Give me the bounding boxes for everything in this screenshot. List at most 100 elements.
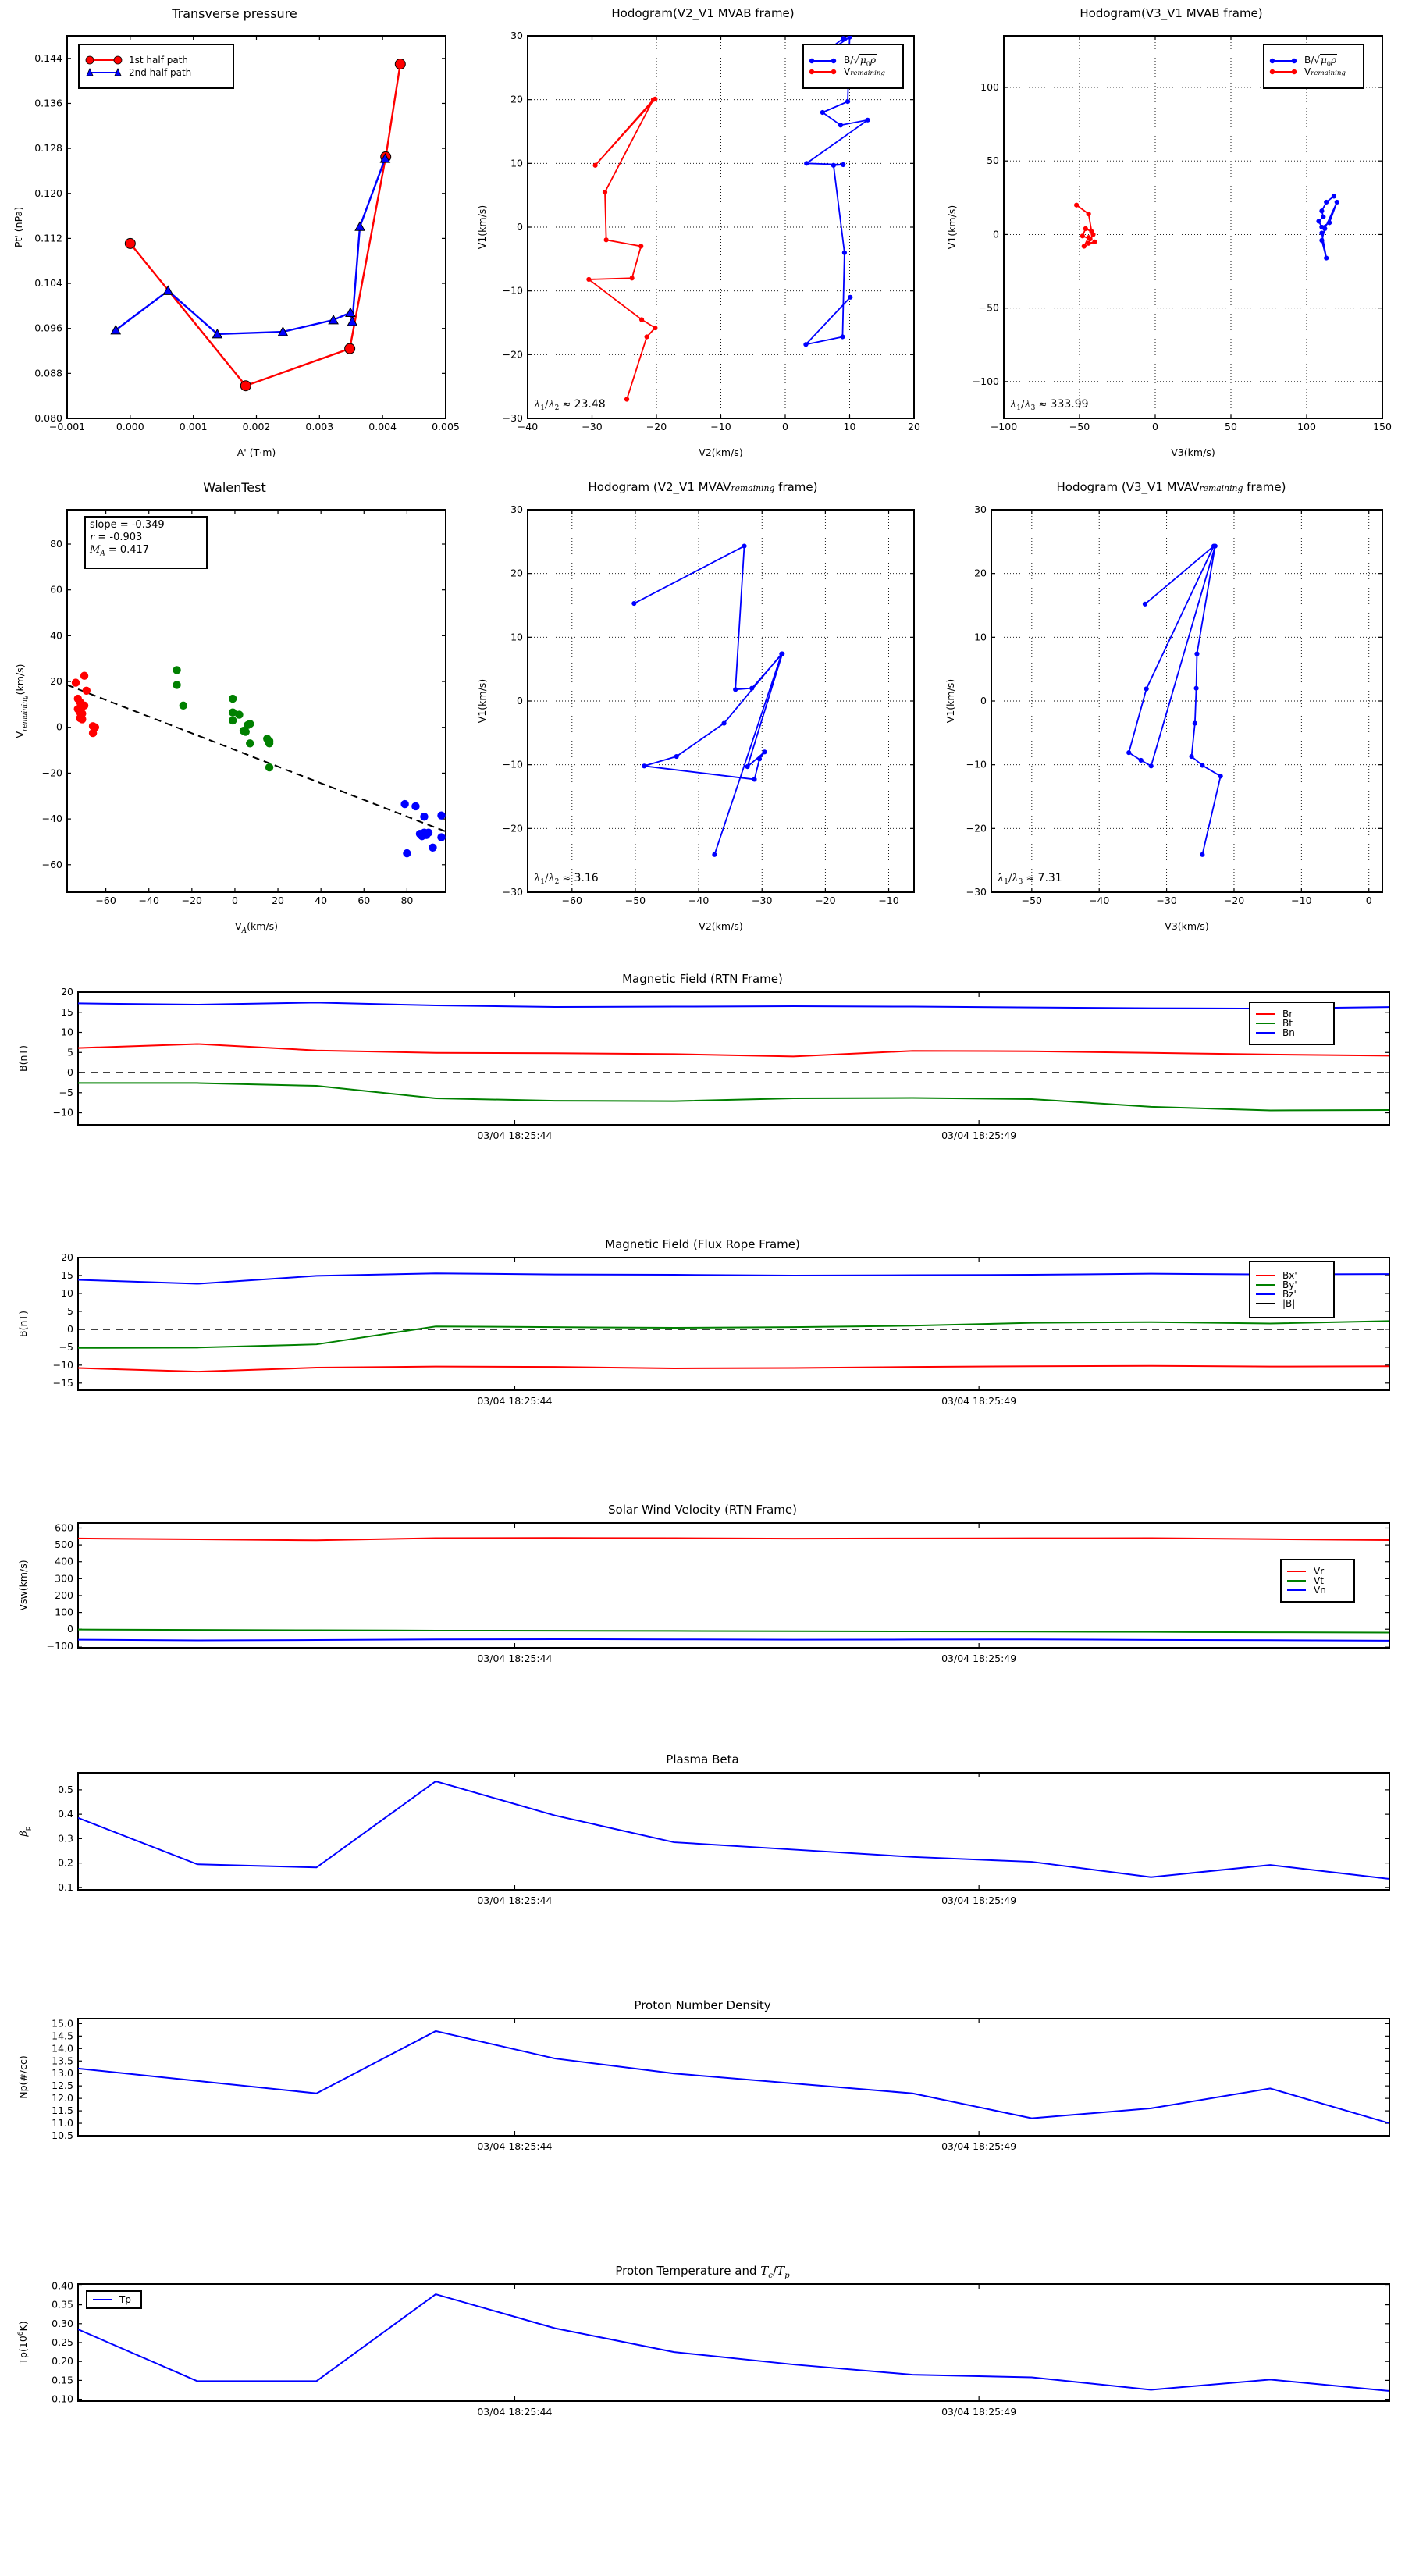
svg-text:0: 0 xyxy=(782,421,788,432)
y-axis-label: V1(km/s) xyxy=(946,205,958,249)
svg-text:500: 500 xyxy=(55,1539,73,1550)
svg-text:0: 0 xyxy=(56,721,62,733)
svg-text:15: 15 xyxy=(61,1006,73,1018)
svg-text:−10: −10 xyxy=(878,895,898,906)
svg-text:10: 10 xyxy=(510,631,523,642)
stat-correlation: r = -0.903 xyxy=(90,531,143,543)
svg-text:0: 0 xyxy=(67,1066,73,1078)
axes-proton-temperature: 0.10 0.15 0.20 0.25 0.30 0.35 0.40 03/04 18:25:… xyxy=(17,2279,1390,2418)
svg-text:60: 60 xyxy=(357,895,370,906)
legend-item-1: 2nd half path xyxy=(84,66,229,79)
svg-text:30: 30 xyxy=(510,30,523,41)
y-axis-label: Vsw(km/s) xyxy=(17,1560,29,1610)
svg-text:0: 0 xyxy=(1152,421,1158,432)
legend-label-Vr: Vr xyxy=(1314,1566,1325,1577)
legend-line-swatch xyxy=(1286,1567,1309,1576)
svg-text:5: 5 xyxy=(67,1305,73,1317)
svg-text:0.002: 0.002 xyxy=(243,421,271,432)
axes-hodogram-v2v1-mvav: −60 −50 −40 −30 −20 −10 −30 −20 −10 0 10 20 30 λ1/λ2 … xyxy=(476,503,915,932)
svg-text:15.0: 15.0 xyxy=(52,2017,73,2029)
svg-text:80: 80 xyxy=(50,538,62,550)
svg-text:−50: −50 xyxy=(1069,421,1090,432)
svg-text:0.40: 0.40 xyxy=(52,2279,73,2291)
legend-label-v-remaining: Vremaining xyxy=(844,66,885,77)
series-bz xyxy=(78,1272,1389,1285)
svg-text:80: 80 xyxy=(400,895,413,906)
series-beta xyxy=(78,1780,1389,1880)
svg-text:−10: −10 xyxy=(53,1107,73,1119)
x-axis-label: VA(km/s) xyxy=(235,920,278,935)
svg-text:14.5: 14.5 xyxy=(52,2030,73,2041)
plot-title-solar-wind-velocity-rtn: Solar Wind Velocity (RTN Frame) xyxy=(608,1503,797,1517)
x-tick-time-1: 03/04 18:25:49 xyxy=(941,1653,1016,1664)
legend-label-Tp: Tp xyxy=(119,2294,131,2305)
svg-text:0.000: 0.000 xyxy=(116,421,144,432)
y-axis-label: V1(km/s) xyxy=(476,205,488,249)
x-tick-time-0: 03/04 18:25:44 xyxy=(477,1395,552,1407)
axes-hodogram-v3v1-mvav: −50 −40 −30 −20 −10 0 −30 −20 −10 0 10 20 30 λ1/λ3 ≈ … xyxy=(944,503,1383,932)
timeseries-proton-temperature: Proton Temperature and Tc/Tp 0.10 0.15 0.20… xyxy=(0,2264,1405,2459)
x-tick-time-1: 03/04 18:25:49 xyxy=(941,2140,1016,2152)
svg-text:0.088: 0.088 xyxy=(34,367,62,379)
svg-text:15: 15 xyxy=(61,1269,73,1281)
svg-text:100: 100 xyxy=(980,81,999,93)
timeseries-proton-number-density: Proton Number Density 10.5 11.0 11.5 12.0 12.… xyxy=(0,1998,1405,2194)
legend-items: Br Bt Bn xyxy=(1250,1003,1333,1044)
series-br xyxy=(78,1043,1389,1058)
legend-items: 1st half path 2nd half path xyxy=(80,45,233,87)
y-axis-label: Tp(106K) xyxy=(17,2321,29,2364)
legend-line-marker xyxy=(1268,55,1300,66)
svg-text:100: 100 xyxy=(55,1606,73,1618)
plot-title-proton-number-density: Proton Number Density xyxy=(634,1998,771,2012)
plot-title-proton-temperature: Proton Temperature and Tc/Tp xyxy=(615,2264,790,2280)
plot-title-hodogram-v2v1-mvab: Hodogram(V2_V1 MVAB frame) xyxy=(611,6,795,20)
legend-item-alfven-velocity: B/√μ0ρ xyxy=(808,53,898,67)
svg-text:0.3: 0.3 xyxy=(58,1832,73,1844)
y-axis-label: Vremaining(km/s) xyxy=(14,664,29,738)
svg-text:0.25: 0.25 xyxy=(52,2336,73,2348)
svg-text:−100: −100 xyxy=(973,375,999,387)
svg-text:0.5: 0.5 xyxy=(58,1784,73,1795)
plot-title-hodogram-v3v1-mvab: Hodogram(V3_V1 MVAB frame) xyxy=(1080,6,1263,20)
svg-text:0.096: 0.096 xyxy=(34,322,62,334)
x-tick-time-0: 03/04 18:25:44 xyxy=(477,1653,552,1664)
svg-text:0: 0 xyxy=(517,695,523,706)
svg-text:0.15: 0.15 xyxy=(52,2374,73,2386)
svg-text:20: 20 xyxy=(510,94,523,105)
y-axis-label: Np(#/cc) xyxy=(17,2055,29,2098)
legend-line-swatch xyxy=(1254,1280,1278,1290)
legend-line-swatch xyxy=(1254,1299,1278,1308)
svg-text:300: 300 xyxy=(55,1572,73,1584)
svg-text:10: 10 xyxy=(974,631,987,642)
legend-line-swatch xyxy=(1254,1028,1278,1037)
legend-item-v-remaining: Vremaining xyxy=(808,66,898,77)
stat-alfven-mach: MA = 0.417 xyxy=(90,543,150,558)
legend-item-Br: Br xyxy=(1254,1009,1329,1019)
svg-text:30: 30 xyxy=(974,503,987,515)
svg-text:−20: −20 xyxy=(815,895,835,906)
x-tick-time-1: 03/04 18:25:49 xyxy=(941,2406,1016,2418)
legend-item-Vn: Vn xyxy=(1286,1585,1350,1595)
svg-text:−30: −30 xyxy=(503,886,523,898)
svg-text:0.001: 0.001 xyxy=(180,421,208,432)
axes-magnetic-field-rtn: −10 −5 0 5 10 15 20 03/04 18:25:44 03/04 18:25:4… xyxy=(17,986,1390,1141)
legend-magnetic-field-flux-rope: Bx' By' Bz' |B| xyxy=(1249,1261,1335,1318)
x-tick-time-1: 03/04 18:25:49 xyxy=(941,1895,1016,1906)
series-np xyxy=(78,2030,1389,2125)
legend-hodogram: B/√μ0ρ Vremaining xyxy=(1263,44,1364,89)
x-tick-time-0: 03/04 18:25:44 xyxy=(477,2140,552,2152)
plot-hodogram-v2v1-mvav: Hodogram (V2_V1 MVAVremaining frame) −60−… xyxy=(475,480,931,933)
legend-item-Vt: Vt xyxy=(1286,1576,1350,1585)
svg-text:20: 20 xyxy=(272,895,284,906)
svg-text:10.5: 10.5 xyxy=(52,2129,73,2141)
svg-text:14.0: 14.0 xyxy=(52,2042,73,2054)
plot-hodogram-v3v1-mvav: Hodogram (V3_V1 MVAVremaining frame) −50−… xyxy=(943,480,1400,933)
svg-text:10: 10 xyxy=(510,157,523,169)
svg-text:−100: −100 xyxy=(991,421,1017,432)
legend-line-swatch xyxy=(1254,1019,1278,1028)
timeseries-plasma-beta: Plasma Beta 0.1 0.2 0.3 0.4 0.5 03/04 18:25:44… xyxy=(0,1752,1405,1948)
legend-label-1: 2nd half path xyxy=(129,67,192,78)
svg-text:20: 20 xyxy=(50,675,62,687)
svg-text:0.30: 0.30 xyxy=(52,2318,73,2329)
svg-text:11.5: 11.5 xyxy=(52,2105,73,2116)
